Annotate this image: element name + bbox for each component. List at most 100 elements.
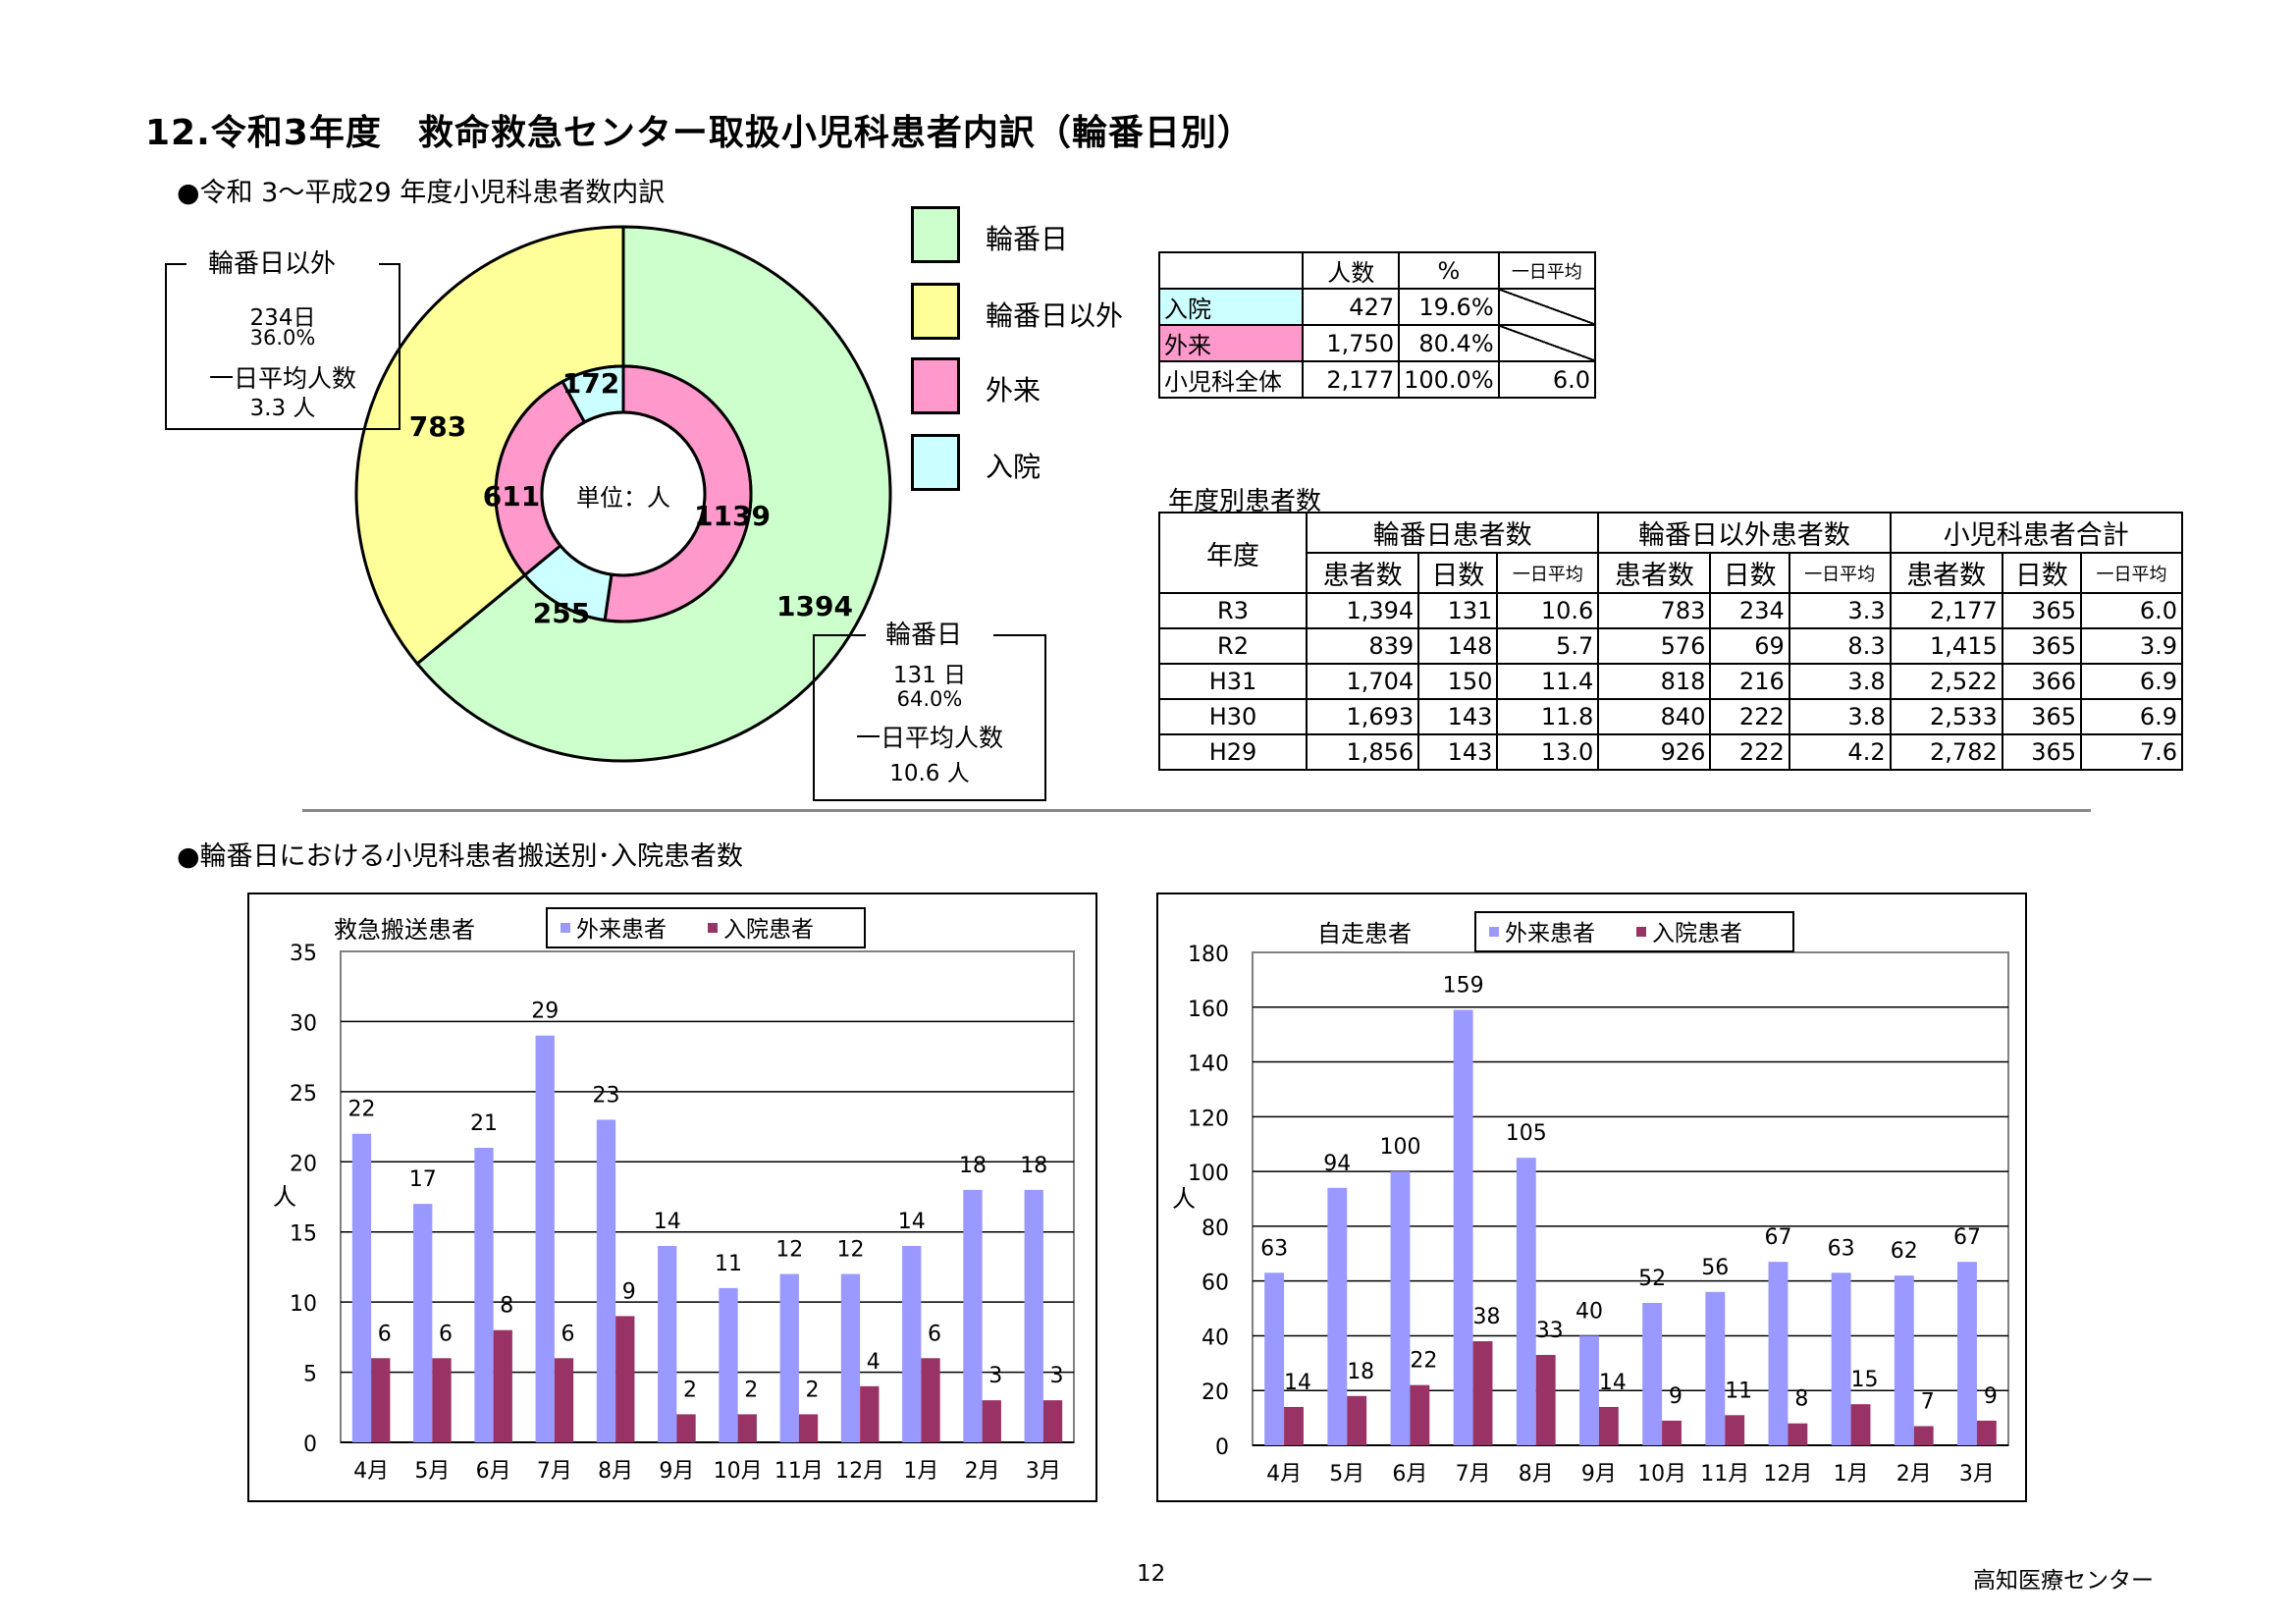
x-tick-label: 10月 <box>1637 1462 1686 1487</box>
summary-header-avg: 一日平均 <box>1497 251 1597 290</box>
bar-nyuin <box>798 1414 819 1442</box>
bar-nyuin <box>1472 1341 1493 1445</box>
year-subheader: 患者数 <box>1305 552 1420 594</box>
bar-nyuin <box>615 1316 635 1442</box>
year-value-cell: 69 <box>1709 627 1790 665</box>
bar-nyuin <box>371 1358 391 1442</box>
x-tick-label: 8月 <box>598 1459 633 1484</box>
data-label: 9 <box>1984 1384 1998 1409</box>
year-header: 年度 <box>1158 512 1308 594</box>
callout-rinban-days: 131 日 <box>892 663 967 688</box>
bar-gairai <box>1705 1291 1726 1445</box>
x-tick-label: 10月 <box>714 1459 763 1484</box>
y-tick-label: 180 <box>1188 943 1229 967</box>
bar-nyuin <box>1042 1400 1063 1442</box>
callout-non-rinban-avg-label: 一日平均人数 <box>208 364 356 393</box>
donut-center-hole <box>540 410 707 577</box>
organization-name: 高知医療センター <box>1973 1568 2154 1594</box>
data-label: 52 <box>1638 1267 1666 1291</box>
data-label: 6 <box>378 1322 392 1346</box>
y-tick-label: 80 <box>1201 1217 1229 1241</box>
data-label: 6 <box>561 1322 575 1346</box>
year-value-cell: 3.8 <box>1788 698 1892 735</box>
x-tick-label: 4月 <box>1266 1462 1302 1487</box>
x-tick-label: 5月 <box>1329 1462 1364 1487</box>
bar-gairai <box>474 1148 494 1442</box>
bar-chart-emergency-transport: 05101520253035人2264月1765月2186月2967月2398月… <box>273 907 1075 1484</box>
data-label: 11 <box>1725 1379 1752 1403</box>
callout-rinban-avg-value: 10.6 人 <box>889 761 970 786</box>
legend-swatch <box>911 283 960 340</box>
year-value-cell: 222 <box>1709 698 1790 735</box>
year-value-cell: 8.3 <box>1788 627 1892 665</box>
x-tick-label: 3月 <box>1026 1459 1061 1484</box>
chart-legend <box>1474 911 1794 952</box>
year-value-cell: 365 <box>2001 627 2083 665</box>
y-tick-label: 20 <box>290 1152 317 1176</box>
year-value-cell: 6.9 <box>2080 698 2183 735</box>
donut-label-non-rinban: 783 <box>409 410 466 443</box>
year-subheader: 日数 <box>2001 552 2083 594</box>
bar-nyuin <box>1598 1406 1619 1445</box>
year-value-cell: 1,394 <box>1305 592 1420 629</box>
year-value-cell: 148 <box>1417 627 1499 665</box>
y-tick-label: 0 <box>1215 1435 1229 1460</box>
data-label: 17 <box>409 1167 437 1192</box>
data-label: 9 <box>1669 1384 1682 1409</box>
year-cell: H31 <box>1158 663 1308 700</box>
data-label: 21 <box>470 1111 498 1136</box>
summary-header-pct: % <box>1398 251 1500 290</box>
data-label: 12 <box>775 1238 803 1263</box>
data-label: 4 <box>867 1350 881 1375</box>
donut-label-nyuin-rinban: 255 <box>533 597 590 629</box>
summary-cell-avg-empty <box>1497 288 1597 326</box>
year-value-cell: 1,856 <box>1305 733 1420 771</box>
data-label: 56 <box>1701 1256 1729 1280</box>
data-label: 3 <box>988 1364 1002 1388</box>
year-value-cell: 365 <box>2001 698 2083 735</box>
callout-rinban-caption: 輪番日 <box>876 615 973 651</box>
chart-title: 救急搬送患者 <box>334 916 475 944</box>
bar-gairai <box>1768 1262 1789 1445</box>
year-value-cell: 6.9 <box>2080 663 2183 700</box>
legend-label: 入院患者 <box>1652 921 1742 947</box>
data-label: 11 <box>715 1252 742 1276</box>
plot-area <box>340 950 1075 1443</box>
y-tick-label: 60 <box>1201 1271 1229 1296</box>
year-value-cell: 5.7 <box>1496 627 1600 665</box>
legend-label: 入院 <box>986 451 1041 483</box>
y-tick-label: 0 <box>303 1433 317 1457</box>
bar-gairai <box>779 1273 799 1442</box>
summary-cell-count: 1,750 <box>1302 324 1401 362</box>
y-tick-label: 35 <box>290 942 317 966</box>
summary-cell-count: 2,177 <box>1302 360 1401 399</box>
year-value-cell: 365 <box>2001 733 2083 771</box>
bar-nyuin <box>921 1358 940 1442</box>
year-value-cell: 365 <box>2001 592 2083 629</box>
donut-label-gairai-non: 611 <box>483 480 540 513</box>
year-value-cell: 4.2 <box>1788 733 1892 771</box>
donut-chart: 単位：人 783 1394 1139 255 611 172 <box>354 225 892 763</box>
summary-row-total: 小児科全体 2,177 100.0% 6.0 <box>1157 360 1597 399</box>
year-value-cell: 840 <box>1597 698 1712 735</box>
year-value-cell: 2,533 <box>1889 698 2003 735</box>
legend-swatch <box>911 357 960 414</box>
data-label: 18 <box>959 1154 987 1178</box>
year-value-cell: 150 <box>1417 663 1499 700</box>
x-tick-label: 1月 <box>1834 1462 1869 1487</box>
data-label: 105 <box>1506 1121 1547 1146</box>
summary-row-gairai: 外来 1,750 80.4% <box>1157 324 1597 362</box>
callout-rinban-avg-label: 一日平均人数 <box>855 724 1003 752</box>
y-axis-label: 人 <box>1172 1185 1196 1213</box>
data-label: 9 <box>622 1279 636 1304</box>
x-tick-label: 6月 <box>476 1459 511 1484</box>
year-value-cell: 216 <box>1709 663 1790 700</box>
year-subheader: 一日平均 <box>1496 552 1600 594</box>
x-tick-label: 9月 <box>1581 1462 1617 1487</box>
bar-nyuin <box>1347 1395 1367 1445</box>
legend-label: 外来患者 <box>576 917 667 943</box>
legend-swatch <box>911 206 960 263</box>
bar-nyuin <box>1410 1384 1430 1445</box>
summary-cell-pct: 19.6% <box>1398 288 1500 326</box>
chart-title: 自走患者 <box>1317 920 1412 947</box>
